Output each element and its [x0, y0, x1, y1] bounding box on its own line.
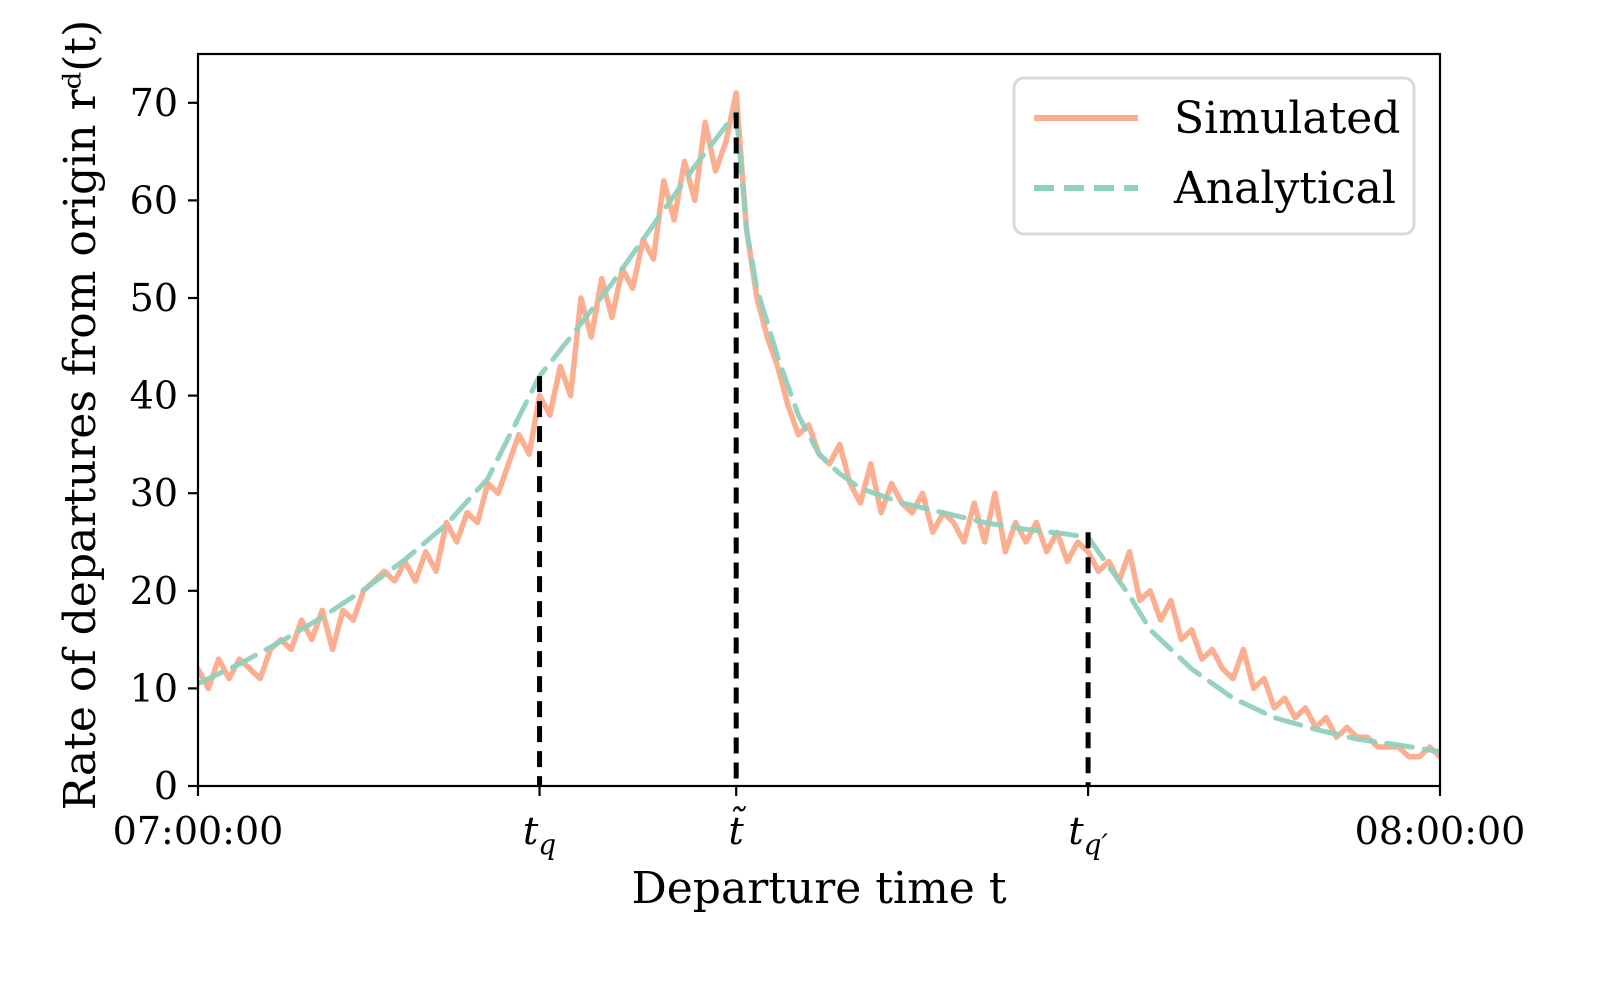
- x-axis: 07:00:00 tq t̃ tq′ 08:00:00: [113, 786, 1526, 861]
- y-tick-label: 30: [130, 471, 178, 515]
- series-group: [198, 90, 1440, 760]
- legend-label-analytical: Analytical: [1173, 163, 1396, 214]
- legend: Simulated Analytical: [1012, 76, 1416, 236]
- x-tick-label: tq′: [1068, 809, 1108, 861]
- legend-label-simulated: Simulated: [1174, 93, 1400, 144]
- series-line-analytical: [198, 110, 1440, 755]
- x-tick-label: t̃: [729, 806, 747, 853]
- x-tick-label: 08:00:00: [1355, 809, 1526, 853]
- y-tick-label: 50: [130, 276, 178, 320]
- x-tick-label: 07:00:00: [113, 809, 284, 853]
- x-tick-label: tq: [523, 809, 556, 861]
- y-axis-title: Rate of departures from origin rᵈ(t): [55, 20, 106, 810]
- plot-area: [198, 90, 1440, 786]
- axes-frame: [196, 52, 1442, 788]
- x-axis-title: Departure time t: [631, 863, 1006, 914]
- y-tick-label: 70: [130, 81, 178, 125]
- y-tick-label: 20: [130, 569, 178, 613]
- y-axis: 0 10 20 30 40 50 60 70: [130, 81, 198, 808]
- y-tick-label: 60: [130, 178, 178, 222]
- y-tick-label: 0: [154, 764, 178, 808]
- y-tick-label: 10: [130, 666, 178, 710]
- y-tick-label: 40: [130, 374, 178, 418]
